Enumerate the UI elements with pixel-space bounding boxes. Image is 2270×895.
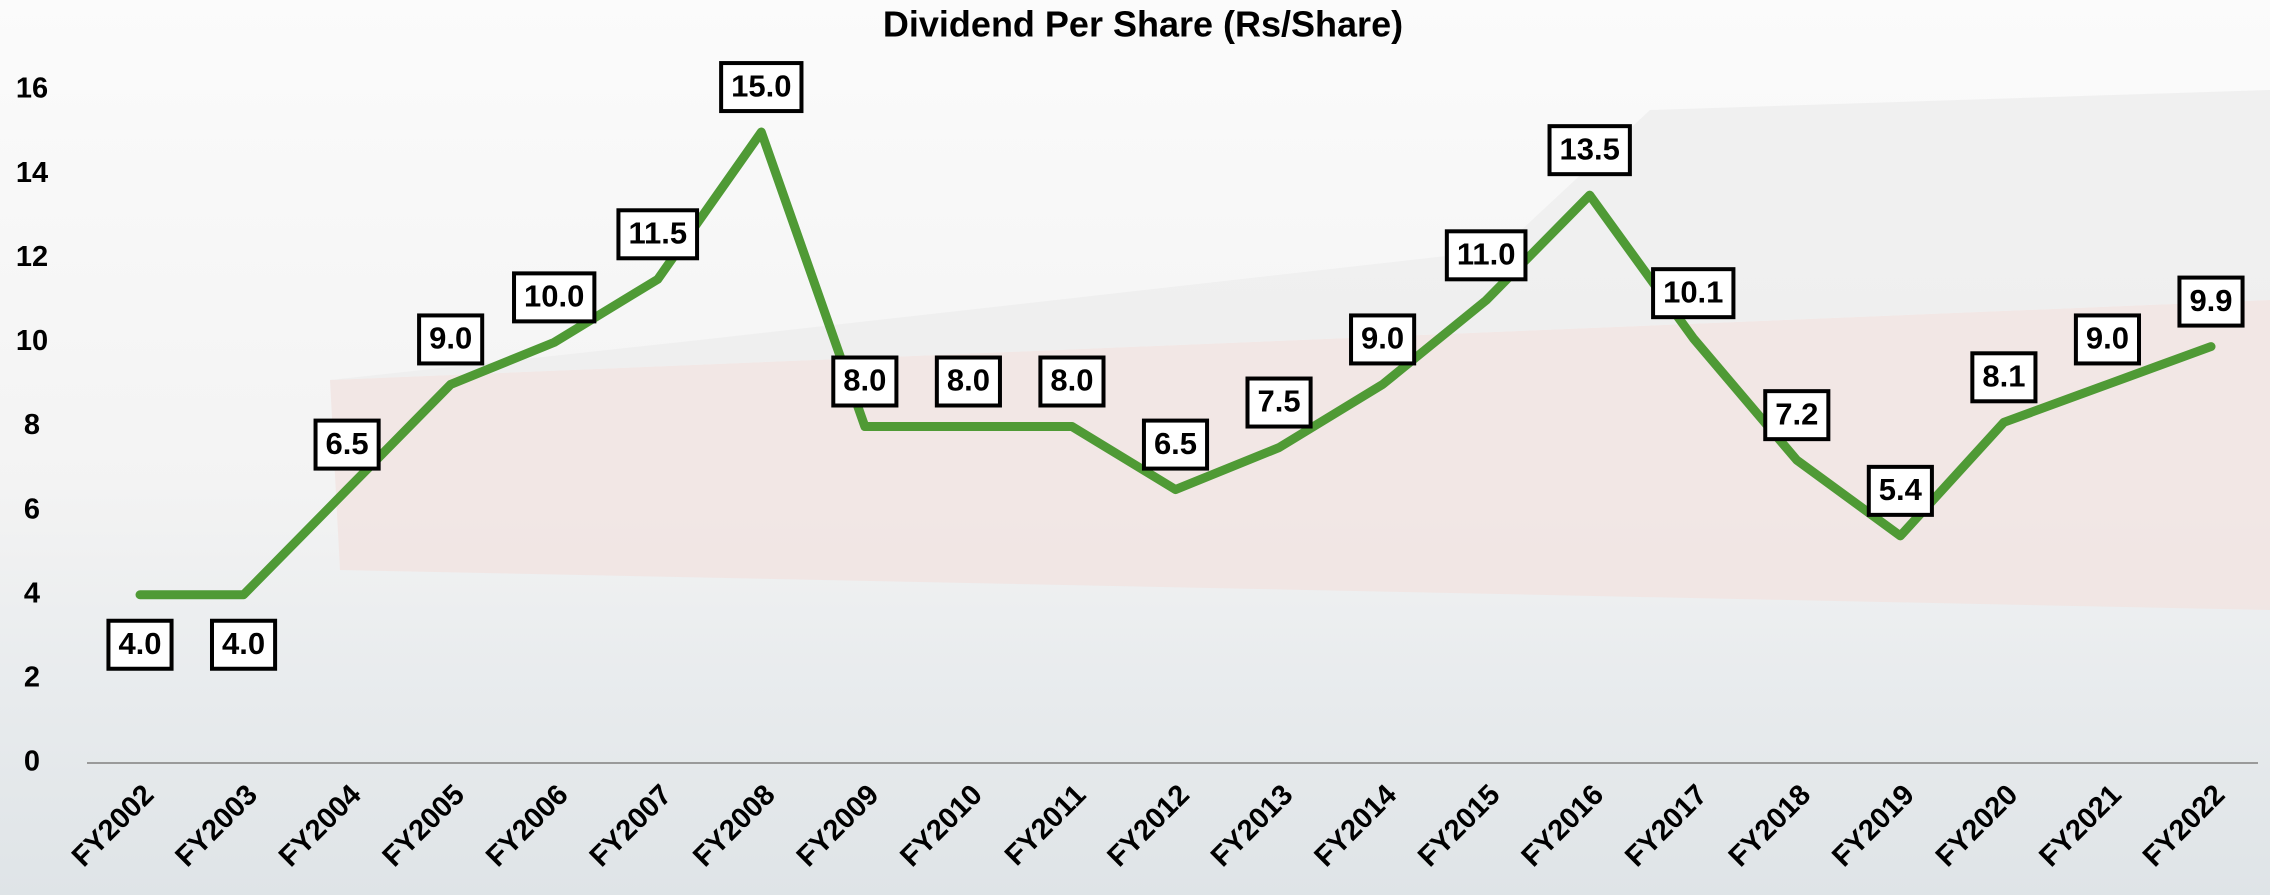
- value-label: 15.0: [731, 68, 791, 103]
- value-label: 8.0: [947, 363, 990, 398]
- value-label-group: 10.1: [1653, 269, 1733, 317]
- value-label: 4.0: [118, 626, 161, 661]
- value-label-group: 11.0: [1447, 231, 1526, 279]
- chart: Dividend Per Share (Rs/Share) 0 2 4 6 8 10 12 1…: [0, 0, 2270, 895]
- value-label: 6.5: [1154, 426, 1197, 461]
- value-label-group: 6.5: [1144, 421, 1207, 469]
- y-tick-label: 12: [16, 241, 48, 273]
- y-tick-label: 0: [24, 746, 40, 778]
- value-label-group: 4.0: [108, 621, 171, 669]
- y-tick-label: 16: [16, 73, 48, 105]
- chart-title: Dividend Per Share (Rs/Share): [883, 4, 1403, 45]
- value-label: 6.5: [326, 426, 369, 461]
- value-label: 13.5: [1560, 131, 1620, 166]
- y-tick-label: 8: [24, 409, 40, 441]
- value-label-group: 7.5: [1247, 379, 1310, 427]
- value-label: 8.0: [843, 363, 886, 398]
- value-label-group: 13.5: [1550, 126, 1630, 174]
- value-label: 9.0: [2086, 321, 2129, 356]
- value-label-group: 9.0: [2076, 315, 2139, 363]
- value-label: 9.9: [2189, 283, 2232, 318]
- value-label: 8.0: [1050, 363, 1093, 398]
- value-label-group: 9.0: [419, 315, 482, 363]
- value-label-group: 4.0: [212, 621, 275, 669]
- value-label: 11.5: [628, 215, 687, 250]
- value-label: 5.4: [1879, 472, 1923, 507]
- value-label: 11.0: [1457, 237, 1516, 272]
- y-tick-label: 14: [16, 157, 48, 189]
- value-label: 9.0: [429, 321, 472, 356]
- value-label-group: 8.0: [1040, 358, 1103, 406]
- value-label: 4.0: [222, 626, 265, 661]
- value-label-group: 11.5: [618, 210, 697, 258]
- value-label-group: 9.0: [1351, 315, 1414, 363]
- page: {"chart_data": {"type": "line", "title":…: [0, 0, 2270, 895]
- value-label-group: 10.0: [514, 273, 594, 321]
- y-tick-label: 2: [24, 662, 40, 694]
- y-tick-label: 10: [16, 325, 48, 357]
- value-label-group: 6.5: [316, 421, 379, 469]
- value-label: 7.2: [1775, 396, 1818, 431]
- value-label-group: 8.0: [833, 358, 896, 406]
- value-label: 9.0: [1361, 321, 1404, 356]
- value-label-group: 15.0: [721, 63, 801, 111]
- value-label-group: 9.9: [2179, 278, 2242, 326]
- value-label-group: 7.2: [1765, 391, 1828, 439]
- value-label-group: 5.4: [1869, 467, 1932, 515]
- value-label: 10.1: [1663, 274, 1723, 309]
- y-tick-label: 4: [24, 577, 40, 609]
- value-label-group: 8.1: [1972, 353, 2035, 401]
- value-label-group: 8.0: [937, 358, 1000, 406]
- y-tick-label: 6: [24, 493, 40, 525]
- value-label: 8.1: [1982, 358, 2025, 393]
- value-label: 10.0: [524, 279, 584, 314]
- value-label: 7.5: [1257, 384, 1300, 419]
